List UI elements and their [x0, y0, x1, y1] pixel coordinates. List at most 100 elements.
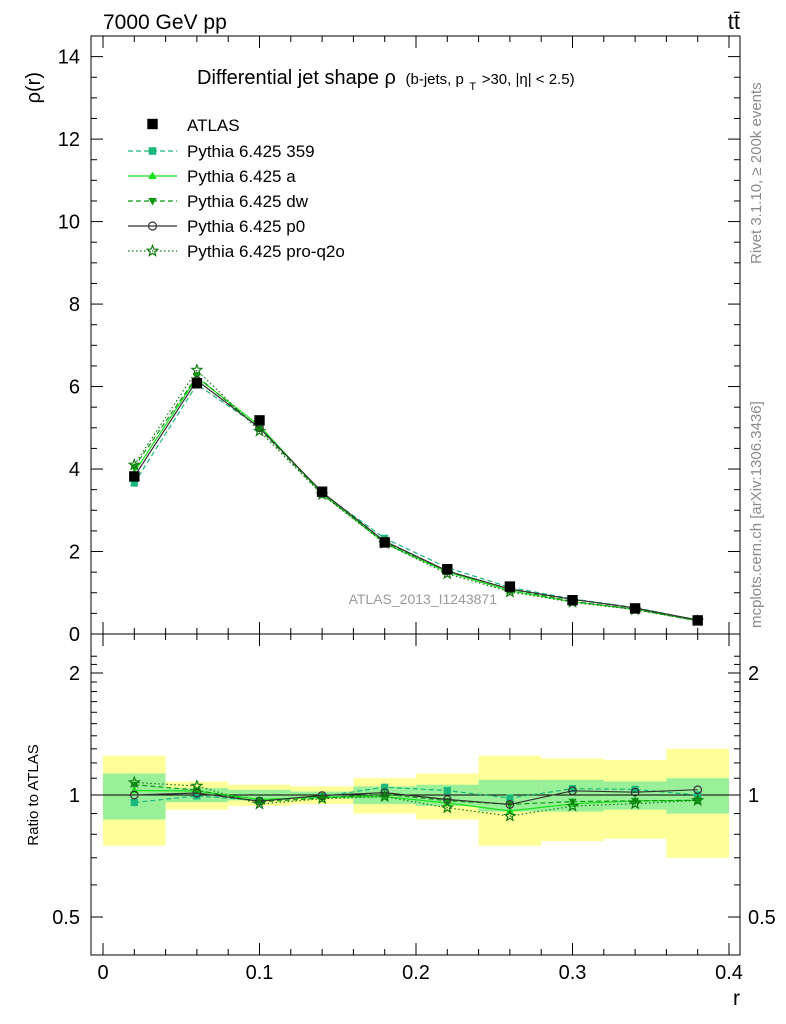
chart-title-cond-sub: T	[469, 81, 476, 93]
ratio-series-3-point-8	[630, 787, 640, 797]
y-tick-label-7: 14	[58, 47, 80, 69]
atlas-data-point-8	[629, 603, 641, 614]
ratio-series-0-point-4	[381, 783, 389, 791]
ratio-series-4-point-0	[127, 775, 141, 789]
y-axis-label: ρ(r)	[23, 72, 45, 103]
legend-label-3: Pythia 6.425 p0	[187, 217, 305, 236]
x-tick-label-3: 0.3	[559, 962, 587, 984]
chart-title-cond-b: >30, |η| < 2.5)	[482, 71, 575, 88]
ratio-y-tick-label-left-1: 1	[69, 785, 80, 807]
legend: ATLAS Pythia 6.425 359 Pythia 6.425 a Pythi…	[128, 116, 345, 261]
atlas-data-point-5	[442, 564, 453, 575]
y-tick-label-0: 0	[69, 624, 80, 646]
ratio-series-4-point-3	[315, 791, 329, 805]
atlas-data-point-1	[191, 378, 203, 389]
ratio-series-2-point-9	[693, 797, 702, 805]
ratio-series-line-1	[134, 789, 698, 812]
legend-label-0: Pythia 6.425 359	[187, 142, 315, 161]
atlas-data-point-2	[254, 415, 265, 426]
legend-label-atlas: ATLAS	[187, 116, 240, 135]
x-axis-label: r	[733, 987, 740, 1010]
x-tick-label-1: 0.1	[246, 962, 274, 984]
ratio-y-tick-label-right-0: 0.5	[748, 907, 776, 929]
ratio-series-4-point-6	[503, 809, 517, 822]
series-line-4	[133, 369, 698, 622]
process-label: tt̄	[728, 9, 740, 34]
ratio-series-0-point-1	[193, 792, 201, 800]
series-2-point-2	[255, 425, 264, 433]
analysis-watermark: ATLAS_2013_I1243871	[349, 591, 498, 607]
atlas-data-point-6	[504, 581, 516, 592]
y-tick-label-6: 12	[58, 129, 80, 151]
ratio-series-4-point-8	[628, 796, 642, 810]
main-axis-ticks: 0 2 4 6 8 10 12 14	[58, 36, 740, 646]
rivet-version-label: Rivet 3.1.10, ≥ 200k events	[748, 82, 765, 264]
ratio-y-tick-label-left-0: 0.5	[52, 907, 80, 929]
legend-label-4: Pythia 6.425 pro-q2o	[187, 242, 345, 261]
y-tick-label-4: 8	[69, 294, 80, 316]
y-tick-label-1: 2	[69, 542, 80, 564]
legend-marker-1	[148, 171, 157, 180]
ratio-y-tick-label-right-1: 1	[748, 785, 759, 807]
ratio-series-4-point-5	[440, 800, 454, 814]
series-line-1	[133, 376, 698, 622]
ratio-y-tick-label-right-2: 2	[748, 663, 759, 685]
main-data-layer	[129, 378, 703, 626]
ratio-series-0-point-0	[130, 798, 138, 807]
ratio-y-tick-label-left-2: 2	[69, 663, 80, 685]
ratio-series-line-2	[134, 784, 698, 806]
legend-label-2: Pythia 6.425 dw	[187, 192, 309, 211]
series-line-0	[133, 383, 698, 621]
energy-label: 7000 GeV pp	[103, 11, 227, 34]
ratio-series-4-point-9	[691, 793, 705, 806]
main-series-layer	[127, 363, 705, 627]
legend-marker-0	[148, 147, 157, 155]
ratio-series-0-point-6	[506, 794, 514, 802]
ratio-series-0-point-7	[568, 785, 577, 793]
series-4-point-1	[190, 363, 204, 376]
ratio-series-4-point-7	[565, 799, 580, 812]
y-tick-label-3: 6	[69, 377, 80, 399]
chart-title-cond-a: (b-jets, p	[405, 71, 463, 88]
ratio-axis-ticks: 0.5 0.5 1 1 2 2	[52, 634, 776, 955]
atlas-data-point-9	[692, 615, 703, 626]
series-4-point-2	[252, 424, 267, 437]
ratio-series-3-point-0	[129, 790, 139, 800]
ratio-series-2-point-8	[630, 797, 640, 806]
ratio-series-line-4	[134, 781, 698, 817]
ratio-y-axis-label: Ratio to ATLAS	[25, 744, 42, 845]
ratio-series-4-point-1	[190, 779, 204, 792]
y-tick-label-5: 10	[58, 212, 80, 234]
x-tick-labels: 0 0.1 0.2 0.3 0.4	[97, 962, 742, 984]
series-line-3	[133, 379, 698, 621]
atlas-data-point-7	[567, 594, 578, 606]
ratio-series-3-point-1	[192, 788, 202, 798]
legend-marker-4	[145, 243, 160, 257]
atlas-data-point-4	[379, 537, 390, 548]
y-tick-label-2: 4	[69, 459, 80, 481]
x-tick-label-0: 0	[97, 962, 108, 984]
ratio-series-3-point-6	[505, 800, 515, 809]
legend-atlas-marker	[147, 118, 158, 130]
atlas-data-point-3	[316, 486, 328, 497]
ratio-band-inner-0	[103, 773, 166, 820]
ratio-series-0-point-5	[443, 786, 451, 795]
series-0-point-0	[130, 479, 138, 487]
ratio-series-line-0	[134, 786, 698, 804]
x-tick-label-2: 0.2	[402, 962, 430, 984]
ratio-series-4-point-4	[378, 789, 392, 803]
chart-title-symbol: ρ	[385, 67, 396, 89]
ratio-series-line-3	[134, 789, 698, 806]
ratio-series-3-point-7	[568, 786, 577, 796]
legend-label-1: Pythia 6.425 a	[187, 167, 296, 186]
series-line-2	[133, 375, 698, 622]
legend-marker-3	[147, 221, 158, 231]
mcplots-label: mcplots.cern.ch [arXiv:1306.3436]	[748, 401, 765, 628]
ratio-series-layer	[127, 775, 705, 822]
series-4-point-0	[127, 458, 141, 471]
atlas-data-point-0	[129, 471, 140, 482]
ratio-series-0-point-8	[631, 785, 639, 794]
x-tick-label-4: 0.4	[715, 962, 743, 984]
ratio-series-4-point-2	[252, 797, 267, 810]
